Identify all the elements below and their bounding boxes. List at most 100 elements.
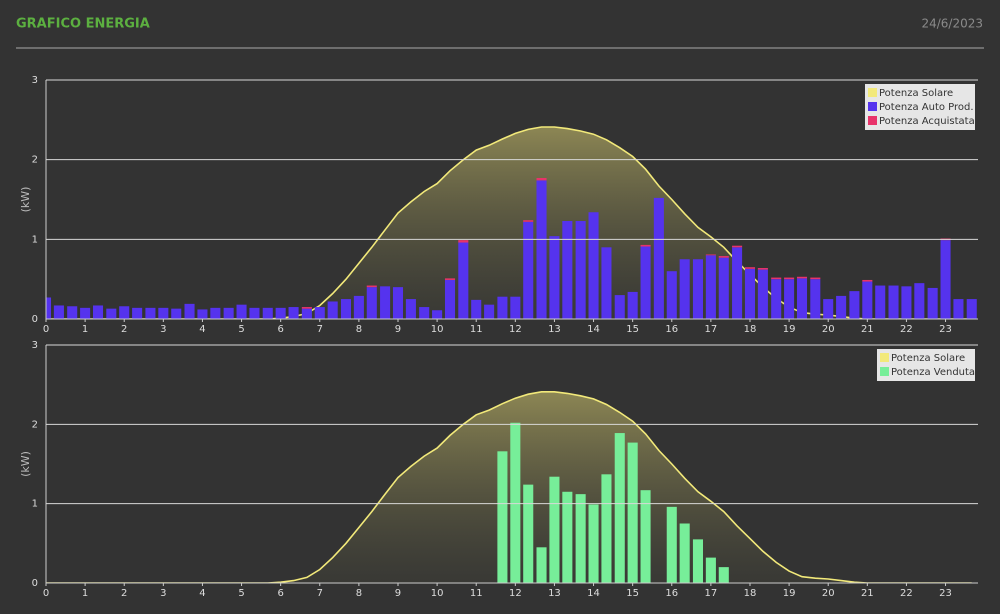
x-tick-label: 18	[744, 588, 757, 599]
bar	[471, 299, 482, 319]
x-tick-label: 15	[626, 588, 639, 599]
bar	[614, 433, 625, 583]
bar	[771, 277, 782, 280]
bar	[314, 307, 325, 319]
bar	[484, 304, 495, 319]
x-tick-label: 18	[744, 324, 757, 335]
legend-label: Potenza Auto Prod.	[879, 102, 974, 113]
bar	[692, 259, 704, 319]
bar	[836, 295, 847, 319]
bar	[158, 307, 169, 319]
bar	[536, 177, 547, 181]
bar	[575, 494, 586, 583]
y-tick-label: 0	[32, 578, 38, 589]
bar	[536, 547, 547, 583]
bar	[523, 220, 534, 222]
x-tick-label: 0	[43, 324, 49, 335]
legend-label: Potenza Solare	[879, 88, 953, 99]
x-tick-label: 6	[277, 588, 283, 599]
bar	[497, 296, 508, 319]
x-tick-label: 11	[470, 324, 483, 335]
bar	[679, 523, 690, 583]
bar	[549, 236, 560, 319]
bar	[340, 299, 352, 319]
bar	[705, 254, 716, 256]
bar	[210, 307, 221, 319]
x-tick-label: 12	[509, 588, 522, 599]
legend-swatch	[880, 353, 889, 362]
legend-label: Potenza Venduta	[891, 367, 975, 378]
bar	[732, 245, 743, 248]
x-tick-label: 19	[783, 324, 796, 335]
bar	[497, 451, 508, 583]
bar	[627, 291, 638, 319]
bar	[966, 299, 977, 319]
bar	[757, 268, 768, 270]
y-axis-label: (kW)	[19, 187, 32, 213]
y-tick-label: 2	[32, 419, 38, 430]
bar	[392, 287, 404, 319]
bar	[419, 307, 430, 319]
bar	[46, 297, 52, 319]
bar	[940, 240, 951, 319]
legend-label: Potenza Solare	[891, 353, 965, 364]
y-tick-label: 2	[32, 155, 38, 166]
x-tick-label: 19	[783, 588, 796, 599]
bar	[510, 422, 521, 583]
x-tick-label: 10	[431, 324, 444, 335]
solar-area	[46, 391, 972, 583]
legend-swatch	[868, 88, 877, 97]
bar	[732, 247, 743, 319]
x-tick-label: 20	[822, 588, 835, 599]
x-tick-label: 11	[470, 588, 483, 599]
bar	[92, 305, 104, 319]
plot	[46, 126, 977, 319]
x-tick-label: 14	[587, 324, 600, 335]
x-tick-label: 12	[509, 324, 522, 335]
x-tick-label: 3	[160, 324, 166, 335]
bar	[458, 240, 469, 243]
legend-swatch	[880, 367, 889, 376]
bar	[510, 296, 521, 319]
x-tick-label: 23	[939, 324, 952, 335]
x-tick-label: 1	[82, 588, 88, 599]
page-title: GRAFICO ENERGIA	[16, 17, 150, 32]
bar	[744, 268, 756, 319]
bar	[849, 291, 860, 319]
x-tick-label: 10	[431, 588, 444, 599]
bar	[627, 442, 638, 583]
bar	[614, 295, 625, 319]
bar	[523, 221, 534, 319]
bar	[888, 285, 899, 319]
bar	[249, 307, 260, 319]
bar	[640, 490, 651, 583]
bar	[784, 279, 795, 319]
bar	[575, 221, 586, 319]
bar	[119, 306, 130, 319]
x-tick-label: 13	[548, 588, 561, 599]
x-tick-label: 4	[199, 588, 205, 599]
bar	[757, 269, 768, 319]
x-tick-label: 5	[238, 588, 244, 599]
bar	[366, 287, 377, 319]
bar	[796, 276, 808, 279]
x-tick-label: 13	[548, 324, 561, 335]
bar	[536, 180, 547, 319]
x-tick-label: 8	[356, 324, 362, 335]
x-tick-label: 2	[121, 588, 127, 599]
bar	[145, 307, 156, 319]
x-tick-label: 7	[317, 588, 323, 599]
bar	[666, 271, 677, 319]
x-tick-label: 1	[82, 324, 88, 335]
x-tick-label: 20	[822, 324, 835, 335]
y-tick-label: 0	[32, 314, 38, 325]
bar	[862, 279, 873, 282]
bar	[679, 259, 690, 319]
plot	[46, 391, 972, 583]
x-tick-label: 21	[861, 324, 874, 335]
x-tick-label: 17	[705, 588, 718, 599]
bar	[810, 277, 821, 280]
bar	[549, 476, 560, 583]
